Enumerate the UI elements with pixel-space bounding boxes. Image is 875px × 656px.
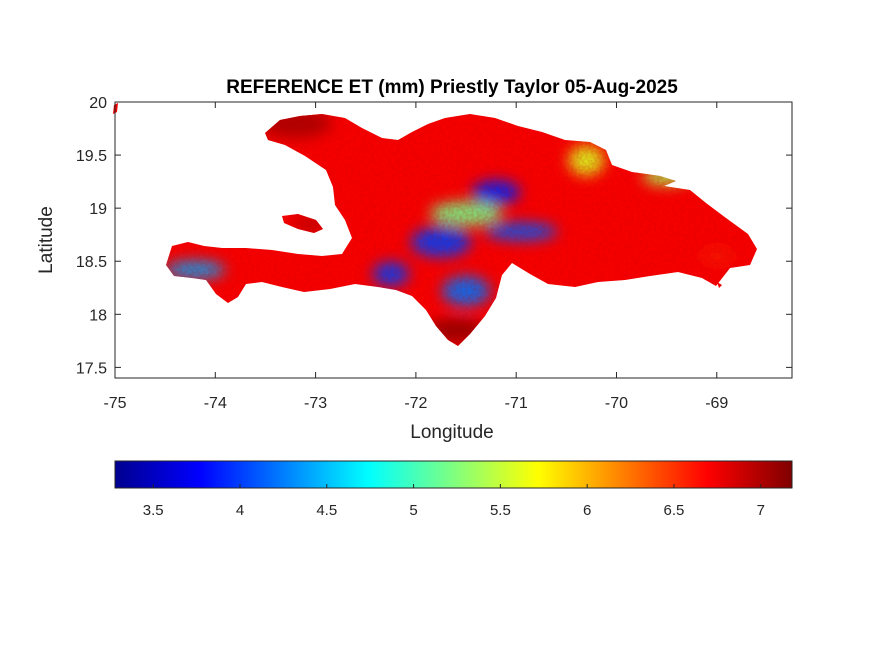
x-axis-label: Longitude xyxy=(410,422,493,443)
y-tick-label: 19.5 xyxy=(76,148,107,165)
x-tick-label: -75 xyxy=(103,395,126,412)
colorbar-tick-label: 5.5 xyxy=(490,502,511,519)
chart-title: REFERENCE ET (mm) Priestly Taylor 05-Aug… xyxy=(226,77,678,98)
x-axis: -75 -74 -73 -72 -71 -70 -69 xyxy=(103,102,728,412)
colorbar: 3.5 4 4.5 5 5.5 6 6.5 7 xyxy=(114,460,793,519)
colorbar-tick-label: 6.5 xyxy=(664,502,685,519)
y-tick-label: 19 xyxy=(89,201,107,218)
colorbar-tick-label: 4.5 xyxy=(316,502,337,519)
y-axis-label: Latitude xyxy=(36,206,57,274)
x-tick-label: -73 xyxy=(304,395,327,412)
colorbar-ticks: 3.5 4 4.5 5 5.5 6 6.5 7 xyxy=(143,484,765,519)
colorbar-tick-label: 5 xyxy=(409,502,417,519)
y-tick-label: 20 xyxy=(89,95,107,112)
colorbar-tick-label: 6 xyxy=(583,502,591,519)
plot-frame xyxy=(114,101,793,379)
x-tick-label: -69 xyxy=(705,395,728,412)
y-axis: 17.5 18 18.5 19 19.5 20 xyxy=(76,95,792,377)
x-tick-label: -74 xyxy=(204,395,227,412)
x-tick-label: -72 xyxy=(404,395,427,412)
y-tick-label: 18.5 xyxy=(76,254,107,271)
x-tick-label: -71 xyxy=(505,395,528,412)
colorbar-gradient xyxy=(114,460,793,489)
colorbar-tick-label: 3.5 xyxy=(143,502,164,519)
colorbar-tick-label: 7 xyxy=(757,502,765,519)
y-tick-label: 18 xyxy=(89,307,107,324)
x-tick-label: -70 xyxy=(605,395,628,412)
map-area: -75 -74 -73 -72 -71 -70 -69 17.5 18 18.5 19 19.5 20 xyxy=(76,95,793,412)
y-tick-label: 17.5 xyxy=(76,360,107,377)
colorbar-tick-label: 4 xyxy=(236,502,244,519)
